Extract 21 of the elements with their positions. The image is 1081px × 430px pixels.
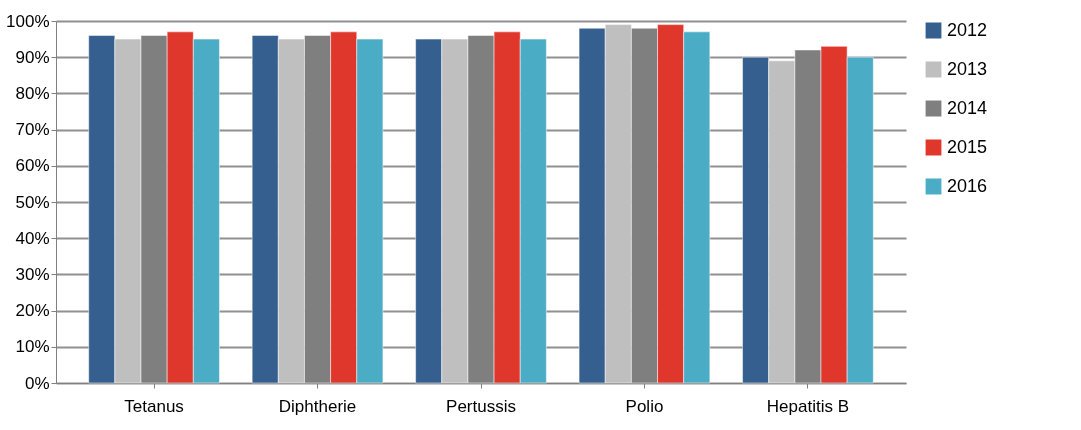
y-tick-label: 90%: [15, 47, 50, 67]
legend-label: 2016: [947, 175, 988, 196]
x-tick-label: Polio: [625, 396, 664, 416]
y-tick-label: 20%: [15, 301, 50, 321]
legend-label: 2015: [947, 136, 988, 157]
y-tick-label: 30%: [15, 264, 50, 284]
y-tick-label: 0%: [24, 373, 50, 393]
x-tick-label: Diphtherie: [278, 396, 357, 416]
legend-label: 2013: [947, 58, 988, 79]
x-tick-label: Tetanus: [124, 396, 184, 416]
legend-label: 2012: [947, 19, 988, 40]
y-tick-label: 100%: [6, 11, 50, 31]
x-tick-label: Hepatitis B: [766, 396, 850, 416]
y-tick-label: 70%: [15, 120, 50, 140]
y-tick-label: 50%: [15, 192, 50, 212]
x-tick-label: Pertussis: [446, 396, 516, 416]
y-tick-label: 40%: [15, 228, 50, 248]
y-tick-label: 80%: [15, 83, 50, 103]
y-tick-label: 10%: [15, 337, 50, 357]
y-tick-label: 60%: [15, 156, 50, 176]
legend-label: 2014: [947, 97, 988, 118]
